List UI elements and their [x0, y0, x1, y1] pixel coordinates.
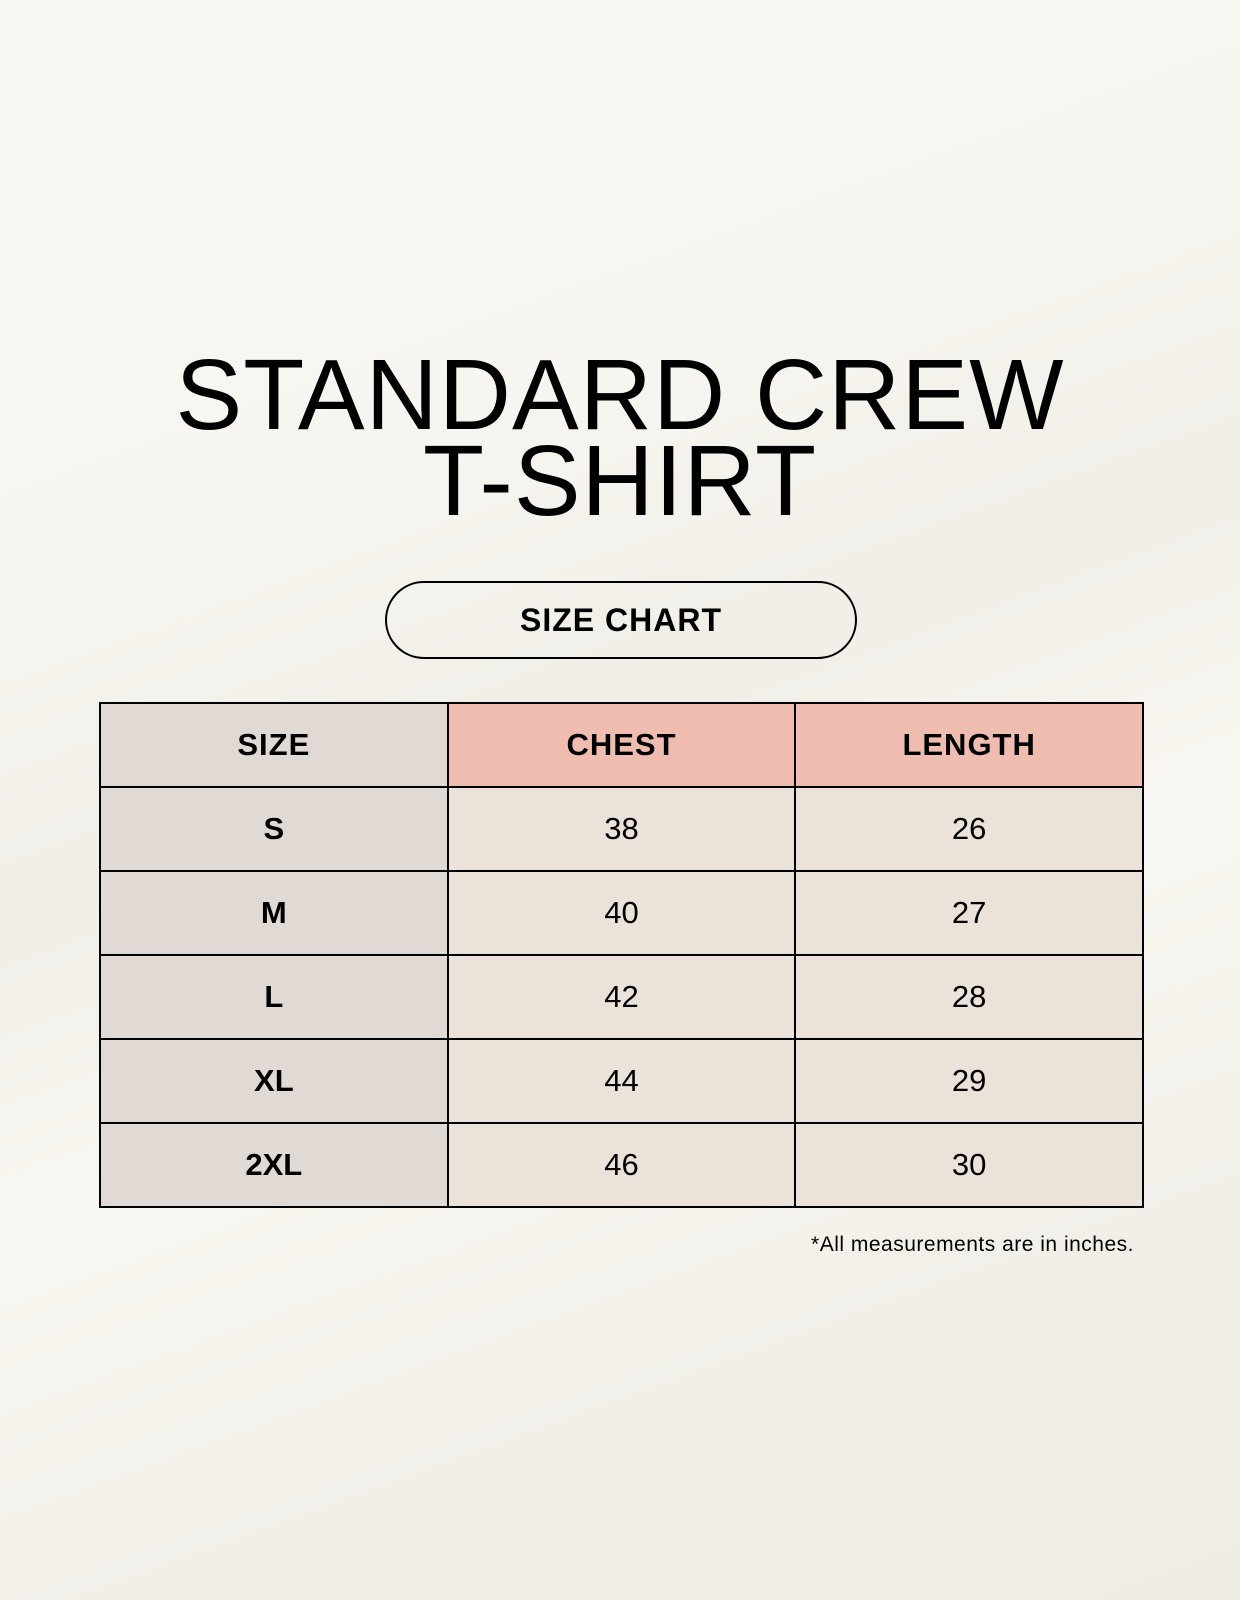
cell-length: 29	[794, 1038, 1144, 1124]
measurement-note: *All measurements are in inches.	[811, 1233, 1134, 1256]
table-header-row: SIZE CHEST LENGTH	[99, 702, 1144, 788]
size-chart-label: SIZE CHART	[385, 581, 857, 659]
cell-size: L	[99, 954, 449, 1040]
header-size: SIZE	[99, 702, 449, 788]
title-line-2: T-SHIRT	[422, 425, 818, 537]
table-row: XL 44 29	[99, 1038, 1144, 1124]
cell-length: 26	[794, 786, 1144, 872]
page-title: STANDARD CREW T-SHIRT	[0, 339, 1240, 537]
cell-chest: 42	[446, 954, 797, 1040]
title-line-1: STANDARD CREW	[175, 339, 1065, 451]
table-row: L 42 28	[99, 954, 1144, 1040]
header-chest: CHEST	[446, 702, 797, 788]
size-table: SIZE CHEST LENGTH S 38 26 M 40 27 L 42 28 XL 44 29 2…	[99, 702, 1144, 1208]
table-row: 2XL 46 30	[99, 1122, 1144, 1208]
cell-size: XL	[99, 1038, 449, 1124]
cell-chest: 44	[446, 1038, 797, 1124]
cell-chest: 40	[446, 870, 797, 956]
table-row: S 38 26	[99, 786, 1144, 872]
cell-chest: 38	[446, 786, 797, 872]
cell-chest: 46	[446, 1122, 797, 1208]
cell-size: 2XL	[99, 1122, 449, 1208]
cell-length: 28	[794, 954, 1144, 1040]
cell-length: 30	[794, 1122, 1144, 1208]
cell-size: M	[99, 870, 449, 956]
table-row: M 40 27	[99, 870, 1144, 956]
header-length: LENGTH	[794, 702, 1144, 788]
cell-size: S	[99, 786, 449, 872]
cell-length: 27	[794, 870, 1144, 956]
